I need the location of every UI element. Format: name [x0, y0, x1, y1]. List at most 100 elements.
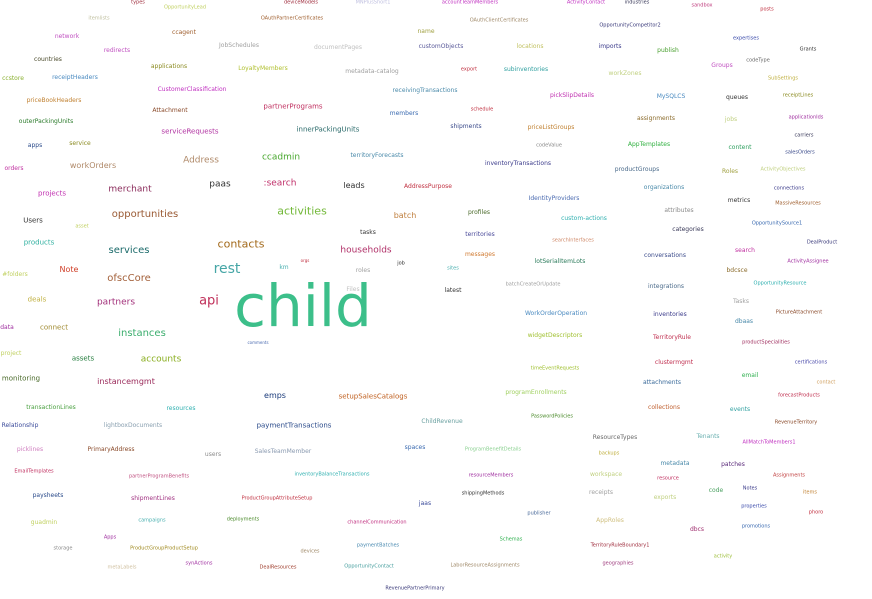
word: PasswordPolicies [531, 413, 573, 420]
word: network [54, 33, 80, 40]
word: Apps [103, 534, 117, 541]
word: ProductGroupProductSetup [130, 545, 198, 552]
word: PrimaryAddress [87, 446, 135, 453]
word: clustermgmt [654, 359, 694, 366]
word: picklines [16, 446, 44, 453]
word: deployments [226, 516, 260, 523]
word: child [234, 272, 372, 340]
word: attachments [643, 379, 681, 386]
word: searchInterfaces [552, 237, 594, 244]
word: shippingMethods [461, 490, 505, 497]
word: paymentBatches [356, 542, 400, 549]
word: receiptLines [782, 92, 814, 99]
word: ChildRevenue [421, 418, 463, 425]
word: properties [741, 503, 767, 510]
word: types [131, 0, 145, 5]
word: items [803, 489, 817, 496]
word: tasks [360, 229, 376, 236]
word: partnerPrograms [263, 102, 323, 111]
word: schedule [470, 106, 494, 113]
word: expertises [733, 35, 759, 42]
word: paysheets [32, 492, 64, 499]
word: TerritoryRule [653, 334, 691, 341]
word: Grants [799, 46, 817, 53]
word: Files [346, 286, 360, 293]
word: innerPackingUnits [296, 125, 360, 134]
word: workOrders [69, 161, 117, 170]
word: AllMatchToMembers1 [742, 439, 796, 446]
word: subinventories [503, 66, 549, 73]
word: contacts [217, 237, 265, 251]
word: geographies [602, 560, 634, 567]
word: ActivityObjectives [760, 166, 806, 173]
word: LoyaltyMembers [238, 65, 288, 72]
word: service [69, 140, 91, 147]
word: channelCommunication [347, 519, 407, 526]
word: comments [247, 340, 269, 345]
word: posts [760, 6, 774, 13]
word: households [340, 245, 392, 256]
word: accountTeamMembers [441, 0, 499, 5]
word: paymentTransactions [256, 421, 332, 430]
word: IdentityProviders [528, 195, 580, 202]
word: ProductGroupAttributeSetup [241, 495, 313, 502]
word: shipments [450, 123, 482, 130]
word: workZones [608, 70, 642, 77]
word: Notes [742, 485, 758, 492]
word: priceBookHeaders [26, 97, 82, 104]
word: dbaas [734, 318, 754, 325]
word: code [708, 487, 724, 494]
word: DealProduct [806, 239, 838, 246]
word: Tasks [732, 298, 750, 305]
word: merchant [108, 184, 152, 195]
word: ccagent [172, 29, 196, 36]
word: connect [40, 323, 68, 332]
word: AppRoles [596, 517, 624, 524]
word: activity [713, 553, 733, 560]
word: certifications [794, 359, 828, 366]
word: pickSlipDetails [549, 92, 595, 99]
word: connections [773, 185, 805, 192]
word: programEnrollments [505, 389, 567, 396]
word: Address [183, 155, 219, 166]
word: OpportunityLead [163, 4, 207, 11]
word: priceListGroups [527, 124, 575, 131]
word: receiptHeaders [52, 74, 98, 81]
word: batch [393, 211, 417, 220]
word: patches [721, 461, 745, 468]
word: asset [75, 223, 89, 230]
word: latest [444, 287, 462, 294]
word: publish [657, 47, 679, 54]
word: organizations [643, 184, 685, 191]
word: partners [96, 297, 136, 308]
word: project [0, 350, 22, 357]
word: shipmentLines [131, 495, 175, 502]
word: members [389, 110, 419, 117]
word: Attachment [152, 107, 188, 114]
word: PictureAttachment [775, 309, 823, 316]
word: productSpecialities [742, 339, 790, 346]
word: categories [672, 226, 704, 233]
word: campaigns [138, 517, 166, 524]
word: :search [263, 178, 297, 189]
word: accounts [140, 354, 182, 365]
word: TerritoryRuleBoundary1 [590, 542, 650, 549]
word: workspace [589, 471, 623, 478]
word: MNPlusShort1 [355, 0, 391, 5]
word: territoryForecasts [350, 152, 404, 159]
word: metadata-catalog [345, 68, 399, 75]
word: events [729, 406, 751, 413]
word: widgetDescriptors [527, 332, 583, 339]
word: content [728, 144, 752, 151]
word: ResourceTypes [592, 434, 638, 441]
word: Groups [711, 62, 733, 69]
word: attributes [664, 207, 694, 214]
word: search [735, 247, 755, 254]
word: storage [53, 545, 73, 552]
word: metadata [660, 460, 690, 467]
word: sites [447, 265, 459, 272]
word: data [0, 324, 14, 331]
word: emps [264, 391, 286, 400]
word: documentPages [314, 44, 362, 51]
